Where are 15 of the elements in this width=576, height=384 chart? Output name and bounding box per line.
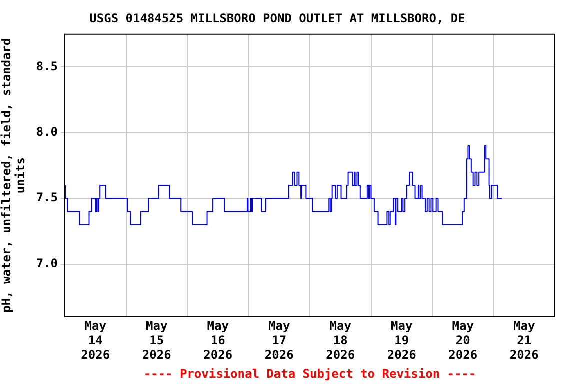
x-tick-label: May 14 2026 <box>81 319 110 362</box>
y-tick-label: 7.0 <box>36 256 58 270</box>
x-tick-label: May 17 2026 <box>264 319 294 362</box>
x-tick-label: May 16 2026 <box>204 319 233 362</box>
y-tick-label: 8.5 <box>36 59 58 74</box>
x-tick-label: May 20 2026 <box>448 319 478 362</box>
y-axis-title: pH, water, unfiltered, field, standard units <box>0 38 28 313</box>
x-tick-label: May 19 2026 <box>387 319 416 362</box>
text: ---- Provisional Data Subject to Revision ---- <box>144 367 476 382</box>
y-tick-label: 7.5 <box>36 190 58 205</box>
y-tick-label: 8.0 <box>36 125 58 140</box>
x-tick-label: May 15 2026 <box>142 319 172 362</box>
chart-title: USGS 01484525 MILLSBORO POND OUTLET AT MILLSBORO, DE <box>90 11 466 26</box>
x-tick-label: May 21 2026 <box>510 319 539 362</box>
x-tick-label: May 18 2026 <box>326 319 356 362</box>
